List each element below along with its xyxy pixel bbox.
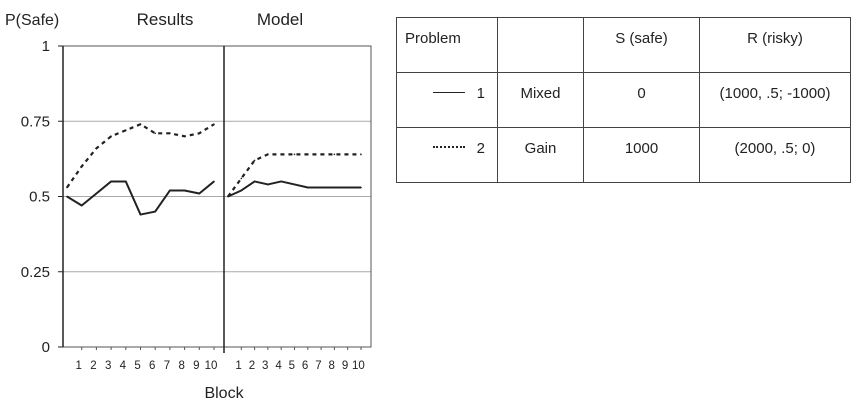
data-point bbox=[253, 159, 256, 162]
domain-cell: Mixed bbox=[497, 72, 584, 128]
panel-title-model: Model bbox=[257, 10, 303, 29]
data-point bbox=[66, 186, 68, 189]
data-point bbox=[66, 195, 68, 198]
x-tick-label: 7 bbox=[164, 360, 170, 372]
data-point bbox=[139, 213, 142, 216]
header-cell-safe: S (safe) bbox=[583, 17, 700, 73]
x-axis-label: Block bbox=[204, 385, 244, 402]
x-tick-label: 5 bbox=[134, 360, 140, 372]
problem-cell: 2 bbox=[396, 127, 498, 183]
x-tick-label: 2 bbox=[249, 360, 255, 372]
series-line-problem-2 bbox=[66, 123, 215, 189]
y-axis-label: P(Safe) bbox=[5, 12, 59, 29]
header-cell-domain bbox=[497, 17, 584, 73]
data-point bbox=[267, 153, 269, 156]
domain-cell: Gain bbox=[497, 127, 584, 183]
data-point bbox=[169, 189, 171, 192]
data-point bbox=[280, 180, 283, 183]
data-point bbox=[360, 153, 362, 156]
data-point bbox=[253, 180, 256, 183]
data-point bbox=[125, 129, 127, 132]
data-point bbox=[333, 153, 336, 156]
data-point bbox=[360, 186, 362, 189]
data-point bbox=[320, 186, 322, 189]
panel-title-results: Results bbox=[137, 10, 194, 29]
data-point bbox=[80, 165, 83, 168]
header-cell-risky: R (risky) bbox=[699, 17, 851, 73]
data-point bbox=[213, 180, 215, 183]
data-point bbox=[240, 189, 243, 192]
safe-cell: 1000 bbox=[583, 127, 700, 183]
y-tick-label: 0.75 bbox=[21, 113, 50, 130]
data-point bbox=[293, 153, 296, 156]
data-point bbox=[154, 210, 156, 213]
x-tick-label: 4 bbox=[120, 360, 127, 372]
data-point bbox=[110, 180, 112, 183]
x-tick-label: 8 bbox=[329, 360, 335, 372]
data-point bbox=[95, 192, 98, 195]
y-tick-label: 0 bbox=[42, 339, 50, 356]
x-tick-label: 1 bbox=[235, 360, 241, 372]
header-cell-problem: Problem bbox=[396, 17, 498, 73]
x-tick-label: 1 bbox=[76, 360, 82, 372]
data-point bbox=[183, 135, 186, 138]
table-row: 1 Mixed 0 (1000, .5; -1000) bbox=[396, 72, 851, 128]
problem-table: Problem S (safe) R (risky) 1 Mixed 0 (10… bbox=[396, 17, 851, 183]
data-point bbox=[333, 186, 336, 189]
data-point bbox=[125, 180, 127, 183]
data-point bbox=[307, 153, 309, 156]
data-point bbox=[154, 132, 156, 135]
data-point bbox=[307, 186, 309, 189]
data-point bbox=[139, 123, 142, 126]
data-point bbox=[267, 183, 269, 186]
x-tick-label: 10 bbox=[352, 360, 365, 372]
data-point bbox=[183, 189, 186, 192]
table-header-row: Problem S (safe) R (risky) bbox=[396, 17, 851, 73]
data-point bbox=[198, 192, 201, 195]
y-tick-label: 1 bbox=[42, 38, 50, 55]
data-point bbox=[80, 204, 83, 207]
data-point bbox=[293, 183, 296, 186]
data-point bbox=[227, 195, 229, 198]
line-chart: P(Safe) Results Model Block 0 0.25 0.5 0.75… bbox=[5, 10, 372, 402]
x-tick-label: 4 bbox=[275, 360, 282, 372]
x-tick-label: 7 bbox=[315, 360, 321, 372]
solid-line-symbol bbox=[432, 91, 465, 93]
x-tick-label: 6 bbox=[149, 360, 155, 372]
x-tick-label: 6 bbox=[302, 360, 308, 372]
y-tick-label: 0.25 bbox=[21, 264, 50, 281]
risky-cell: (2000, .5; 0) bbox=[699, 127, 851, 183]
risky-cell: (1000, .5; -1000) bbox=[699, 72, 851, 128]
table-row: 2 Gain 1000 (2000, .5; 0) bbox=[396, 127, 851, 183]
problem-cell: 1 bbox=[396, 72, 498, 128]
data-point bbox=[240, 177, 243, 180]
data-point bbox=[169, 132, 171, 135]
x-tick-label: 5 bbox=[289, 360, 295, 372]
x-tick-label: 3 bbox=[262, 360, 268, 372]
data-point bbox=[198, 132, 201, 135]
series-line-problem-1 bbox=[66, 180, 215, 216]
safe-cell: 0 bbox=[583, 72, 700, 128]
x-tick-label: 3 bbox=[105, 360, 111, 372]
x-tick-label: 2 bbox=[90, 360, 96, 372]
dashed-line-symbol bbox=[432, 146, 465, 149]
data-point bbox=[280, 153, 283, 156]
data-point bbox=[213, 123, 215, 126]
y-tick-label: 0.5 bbox=[29, 189, 50, 206]
x-tick-label: 9 bbox=[193, 360, 199, 372]
x-tick-label: 9 bbox=[342, 360, 348, 372]
x-tick-label: 10 bbox=[205, 360, 218, 372]
x-tick-label: 8 bbox=[178, 360, 184, 372]
data-point bbox=[346, 153, 349, 156]
series-line-problem-2 bbox=[227, 153, 361, 198]
data-point bbox=[346, 186, 349, 189]
data-point bbox=[320, 153, 322, 156]
data-point bbox=[110, 135, 112, 138]
data-point bbox=[95, 147, 98, 150]
